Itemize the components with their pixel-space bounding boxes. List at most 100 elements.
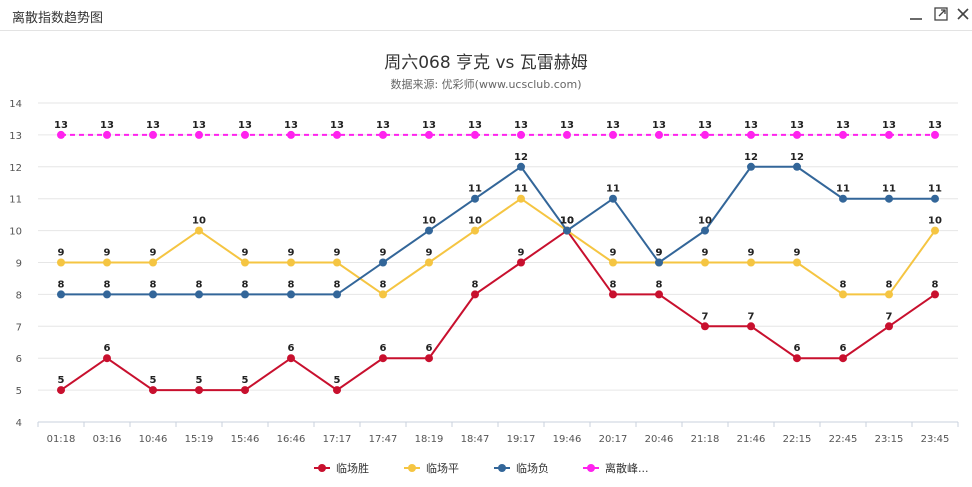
- data-label: 9: [334, 248, 341, 259]
- data-point: [931, 194, 939, 203]
- data-label: 11: [606, 184, 620, 195]
- data-point: [609, 194, 617, 203]
- data-label: 10: [560, 216, 574, 227]
- data-label: 13: [330, 120, 344, 131]
- data-label: 8: [288, 279, 295, 290]
- data-point: [609, 290, 617, 299]
- data-label: 8: [242, 279, 249, 290]
- data-point: [287, 130, 295, 139]
- data-point: [701, 322, 709, 331]
- data-point: [241, 386, 249, 395]
- y-tick-label: 4: [16, 418, 22, 429]
- data-label: 13: [928, 120, 942, 131]
- data-label: 6: [840, 343, 847, 354]
- data-point: [471, 226, 479, 235]
- data-point: [931, 226, 939, 235]
- legend-marker: [318, 464, 326, 472]
- legend[interactable]: 临场胜 临场平 临场负 离散峰...: [314, 461, 649, 475]
- data-label: 13: [790, 120, 804, 131]
- x-tick-label: 03:16: [93, 434, 122, 445]
- data-point: [701, 258, 709, 267]
- data-point: [931, 130, 939, 139]
- data-label: 8: [472, 279, 479, 290]
- y-tick-label: 13: [9, 131, 22, 142]
- data-label: 9: [380, 248, 387, 259]
- series-line: [61, 197, 936, 296]
- data-label-layer: 5 6 5 5 5 6 5 6 6 8 9 10 8 8 7 7 6 6 7 8 9 9 9 10 9 9 9 8 9 10 11 10 9 9 9…: [54, 120, 942, 386]
- data-label: 8: [196, 279, 203, 290]
- x-tick-label: 21:46: [737, 434, 766, 445]
- data-label: 6: [380, 343, 387, 354]
- series-line: [61, 165, 935, 296]
- data-point: [425, 354, 433, 363]
- maximize-icon[interactable]: [933, 6, 949, 22]
- data-label: 13: [192, 120, 206, 131]
- data-label: 9: [58, 248, 65, 259]
- data-label: 9: [794, 248, 801, 259]
- data-point: [57, 290, 65, 299]
- data-label: 10: [422, 216, 436, 227]
- legend-marker: [587, 464, 595, 472]
- legend-item[interactable]: 离散峰...: [583, 461, 649, 475]
- data-label: 11: [514, 184, 528, 195]
- data-point: [195, 130, 203, 139]
- x-tick-label: 18:19: [415, 434, 444, 445]
- data-point: [609, 258, 617, 267]
- data-point: [425, 258, 433, 267]
- data-point: [195, 290, 203, 299]
- x-tick-label: 15:46: [231, 434, 260, 445]
- data-point: [517, 194, 525, 203]
- legend-item[interactable]: 临场平: [404, 461, 459, 475]
- data-label: 9: [518, 248, 525, 259]
- data-point: [287, 258, 295, 267]
- data-point: [57, 258, 65, 267]
- data-label: 11: [468, 184, 482, 195]
- x-tick-label: 17:17: [323, 434, 352, 445]
- x-tick-label: 20:46: [645, 434, 674, 445]
- legend-item[interactable]: 临场胜: [314, 461, 369, 475]
- data-point: [563, 226, 571, 235]
- data-point: [885, 194, 893, 203]
- legend-item[interactable]: 临场负: [494, 461, 549, 475]
- data-point: [609, 130, 617, 139]
- data-point: [103, 354, 111, 363]
- minimize-icon[interactable]: [908, 6, 924, 22]
- data-point: [793, 130, 801, 139]
- x-tick-label: 17:47: [369, 434, 398, 445]
- data-label: 9: [242, 248, 249, 259]
- y-tick-label: 12: [9, 163, 22, 174]
- series-layer: [57, 130, 939, 395]
- data-label: 8: [104, 279, 111, 290]
- data-point: [103, 130, 111, 139]
- data-point: [471, 194, 479, 203]
- data-point: [931, 290, 939, 299]
- data-point: [241, 290, 249, 299]
- data-point: [379, 354, 387, 363]
- x-tick-label: 10:46: [139, 434, 168, 445]
- data-label: 11: [882, 184, 896, 195]
- window-titlebar: 离散指数趋势图: [0, 0, 972, 31]
- chart-subtitle: 数据来源: 优彩师(www.ucsclub.com): [390, 77, 581, 91]
- data-point: [333, 258, 341, 267]
- data-point: [747, 258, 755, 267]
- data-label: 9: [426, 248, 433, 259]
- data-label: 5: [150, 375, 157, 386]
- data-label: 9: [656, 248, 663, 259]
- data-label: 13: [468, 120, 482, 131]
- data-label: 12: [744, 152, 758, 163]
- data-label: 13: [560, 120, 574, 131]
- x-tick-label: 23:15: [875, 434, 904, 445]
- data-point: [747, 162, 755, 171]
- data-point: [747, 322, 755, 331]
- x-tick-label: 23:45: [921, 434, 950, 445]
- data-point: [241, 130, 249, 139]
- y-tick-label: 5: [16, 386, 22, 397]
- data-point: [379, 290, 387, 299]
- data-label: 13: [744, 120, 758, 131]
- data-label: 11: [928, 184, 942, 195]
- close-icon[interactable]: [955, 6, 971, 22]
- data-label: 8: [380, 279, 387, 290]
- data-label: 5: [58, 375, 65, 386]
- data-point: [839, 194, 847, 203]
- data-label: 7: [748, 311, 755, 322]
